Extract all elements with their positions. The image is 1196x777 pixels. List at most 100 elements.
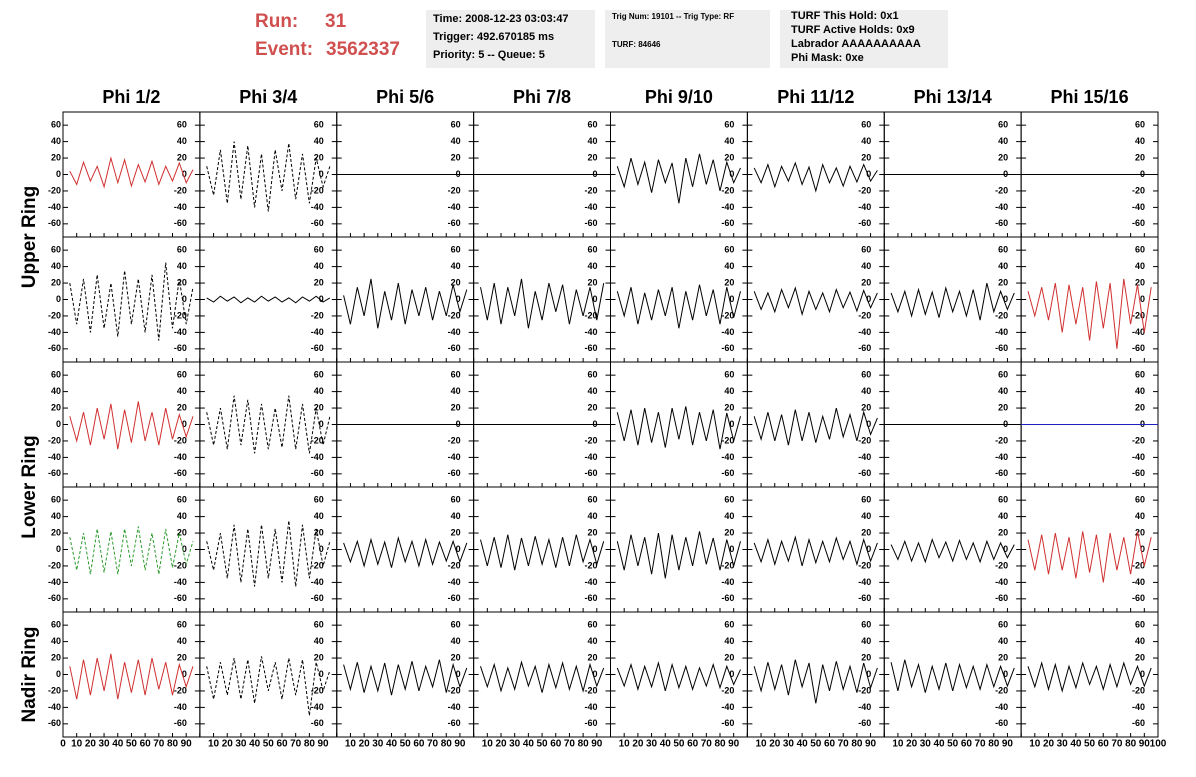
y-tick-label: 20: [861, 277, 871, 287]
y-tick-label: 20: [1135, 527, 1145, 537]
y-tick-label: 40: [314, 511, 324, 521]
y-tick-label: -60: [448, 218, 461, 228]
y-tick-label: -20: [174, 685, 187, 695]
y-tick-label: -20: [995, 185, 1008, 195]
x-tick-label: 20: [359, 739, 371, 750]
x-tick-label: 10: [619, 739, 631, 750]
y-tick-label: -60: [48, 593, 61, 603]
y-tick-label: 20: [177, 652, 187, 662]
y-tick-label: 40: [587, 511, 597, 521]
y-tick-label: -20: [48, 560, 61, 570]
y-tick-label: 0: [592, 544, 597, 554]
y-tick-label: -60: [721, 593, 734, 603]
y-tick-label: 60: [177, 620, 187, 630]
info-line: Labrador AAAAAAAAAA: [791, 38, 921, 50]
y-tick-label: -20: [995, 435, 1008, 445]
y-tick-label: 40: [177, 386, 187, 396]
waveform: [890, 538, 1015, 564]
x-tick-label: 20: [222, 739, 234, 750]
y-tick-label: -40: [995, 452, 1008, 462]
x-tick-label: 50: [673, 739, 685, 750]
y-tick-label: 40: [1135, 261, 1145, 271]
x-tick-label: 70: [427, 739, 439, 750]
y-tick-label: -60: [448, 468, 461, 478]
y-tick-label: 60: [724, 120, 734, 130]
run-label: Run:: [255, 11, 298, 32]
y-tick-label: 20: [314, 402, 324, 412]
x-tick-label: 50: [263, 739, 275, 750]
y-tick-label: -60: [1132, 593, 1145, 603]
y-tick-label: 40: [177, 636, 187, 646]
y-tick-label: 0: [56, 169, 61, 179]
y-tick-label: 20: [998, 277, 1008, 287]
y-tick-label: 60: [314, 620, 324, 630]
y-tick-label: 0: [592, 294, 597, 304]
y-tick-label: -40: [721, 327, 734, 337]
x-tick-label: 90: [318, 739, 330, 750]
y-tick-label: -60: [174, 468, 187, 478]
x-tick-label: 20: [1043, 739, 1055, 750]
column-title: Phi 11/12: [777, 87, 854, 107]
x-tick-label: 50: [810, 739, 822, 750]
event-label: Event:: [255, 39, 313, 60]
event-number: 3562337: [326, 39, 400, 60]
info-line: TURF Active Holds: 0x9: [791, 24, 915, 36]
y-tick-label: -40: [48, 577, 61, 587]
y-tick-label: 40: [177, 261, 187, 271]
y-tick-label: 20: [587, 402, 597, 412]
x-tick-label: 90: [1139, 739, 1151, 750]
x-tick-label: 30: [99, 739, 111, 750]
y-tick-label: 40: [587, 636, 597, 646]
y-tick-label: 20: [1135, 152, 1145, 162]
y-tick-label: 20: [451, 652, 461, 662]
waveform: [69, 401, 194, 450]
y-tick-label: -40: [584, 202, 597, 212]
y-tick-label: 0: [182, 419, 187, 429]
y-tick-label: 0: [456, 669, 461, 679]
y-tick-label: -60: [311, 468, 324, 478]
y-tick-label: -40: [1132, 327, 1145, 337]
y-tick-label: -60: [1132, 343, 1145, 353]
y-tick-label: -20: [1132, 685, 1145, 695]
x-tick-label: 20: [632, 739, 644, 750]
y-tick-label: -60: [174, 218, 187, 228]
y-tick-label: -60: [995, 593, 1008, 603]
y-tick-label: 60: [51, 495, 61, 505]
y-tick-label: 60: [587, 620, 597, 630]
y-tick-label: 20: [861, 402, 871, 412]
y-tick-label: -20: [721, 310, 734, 320]
waveform: [616, 406, 741, 450]
y-tick-label: 0: [319, 544, 324, 554]
x-tick-label: 10: [756, 739, 768, 750]
y-tick-label: 40: [1135, 386, 1145, 396]
y-tick-label: 0: [729, 294, 734, 304]
y-tick-label: 20: [587, 152, 597, 162]
y-tick-label: 20: [451, 402, 461, 412]
waveform: [343, 536, 468, 568]
y-tick-label: -40: [174, 577, 187, 587]
x-tick-label: 80: [304, 739, 316, 750]
y-tick-label: 40: [51, 511, 61, 521]
waveform: [480, 278, 605, 329]
y-tick-label: -60: [311, 343, 324, 353]
y-tick-label: 0: [729, 169, 734, 179]
y-tick-label: -40: [721, 702, 734, 712]
y-tick-label: -40: [311, 202, 324, 212]
y-tick-label: -40: [995, 702, 1008, 712]
y-tick-label: 0: [1003, 169, 1008, 179]
x-tick-label: 30: [235, 739, 247, 750]
x-tick-label: 10: [71, 739, 83, 750]
y-tick-label: 60: [51, 620, 61, 630]
y-tick-label: -40: [48, 327, 61, 337]
y-tick-label: 40: [861, 511, 871, 521]
y-tick-label: 60: [451, 370, 461, 380]
x-tick-label: 20: [769, 739, 781, 750]
y-tick-label: -40: [721, 577, 734, 587]
y-tick-label: 20: [587, 652, 597, 662]
y-tick-label: 60: [998, 245, 1008, 255]
waveform: [69, 156, 194, 189]
y-tick-label: 0: [1140, 544, 1145, 554]
y-tick-label: -60: [721, 343, 734, 353]
y-tick-label: 0: [456, 169, 461, 179]
